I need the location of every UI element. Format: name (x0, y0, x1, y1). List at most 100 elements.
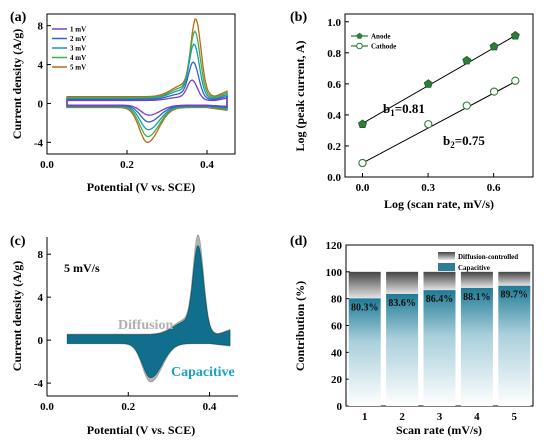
anode-point (510, 31, 520, 40)
panel-b-ticks: 0.0 0.3 0.6 0.0 0.2 0.4 0.6 0.8 1.0 (327, 17, 501, 194)
cv-curve (66, 43, 228, 131)
d-ytick-label: 20 (331, 374, 343, 386)
panel-c-xlabel: Potential (V vs. SCE) (87, 423, 195, 437)
b-ytick-label: 0.4 (327, 110, 341, 122)
cv-curve (66, 18, 228, 143)
legend-marker-anode (356, 32, 363, 39)
c-ytick-label: 4 (38, 292, 44, 304)
panel-b-ylabel: Log (peak current, A) (293, 40, 307, 151)
b-ytick-label: 1.0 (327, 17, 341, 29)
b-xtick-label: 0.6 (487, 182, 501, 194)
panel-c: (c) 0.0 0.2 0.4 -4 0 4 8 5 mV/s Diffusion Capa… (10, 234, 238, 437)
legend-label: Cathode (371, 43, 396, 51)
bar-capacitive (460, 287, 493, 406)
d-xtick-label: 2 (399, 411, 405, 423)
a-ytick-label: 0 (38, 98, 44, 110)
bar-data-label: 88.1% (463, 292, 491, 303)
legend-label: 5 mV (70, 64, 86, 72)
cathode-point (511, 76, 520, 85)
d-ytick-label: 0 (337, 401, 343, 413)
bar-data-label: 86.4% (426, 294, 454, 305)
legend-marker-cathode (356, 42, 363, 50)
panel-d: (d) 0 20 40 60 80 100 120 1 2 3 4 5 80.3% 83.6% 86.4%… (290, 234, 534, 437)
legend-label: Anode (371, 33, 390, 41)
a-xtick-label: 0.2 (120, 159, 134, 171)
bar-diffusion (460, 271, 493, 288)
panel-b-xlabel: Log (scan rate, mV/s) (384, 197, 494, 211)
fit-label: b1=0.81 (383, 101, 425, 118)
cv-curve (66, 61, 228, 123)
cathode-point (424, 120, 433, 129)
d-xtick-label: 4 (474, 411, 480, 423)
panel-b-label: (b) (290, 10, 307, 25)
anode-point (358, 119, 367, 128)
panel-c-ticks: 0.0 0.2 0.4 -4 0 4 8 (34, 249, 217, 413)
b-ytick-label: 0.0 (327, 172, 341, 184)
bar-capacitive (386, 293, 419, 406)
d-ytick-label: 80 (331, 294, 343, 306)
d-ytick-label: 100 (326, 267, 343, 279)
panel-a-ticks: 0.0 0.2 0.4 -4 0 4 8 (34, 21, 215, 171)
c-ytick-label: 8 (38, 249, 44, 261)
d-xtick-label: 5 (512, 411, 518, 423)
panel-c-label-diffusion: Diffusion (118, 318, 173, 333)
panel-c-plot (66, 234, 231, 383)
bar-diffusion (423, 271, 456, 291)
legend-swatch (438, 252, 455, 260)
bar-diffusion (348, 271, 381, 299)
bar-capacitive (423, 290, 456, 406)
panel-a-frame (46, 13, 236, 155)
panel-a-label: (a) (10, 10, 27, 25)
cv-curve (66, 79, 228, 116)
b-ytick-label: 0.2 (327, 141, 341, 153)
bar-data-label: 83.6% (388, 298, 416, 309)
legend-label: 3 mV (70, 45, 86, 53)
c-ytick-label: 0 (38, 335, 44, 347)
fit-label: b2=0.75 (443, 133, 485, 150)
bar-capacitive (498, 285, 531, 406)
panel-c-label-capacitive: Capacitive (171, 365, 235, 380)
legend-label: 4 mV (70, 54, 86, 62)
d-ytick-label: 40 (331, 347, 343, 359)
a-ytick-label: 8 (38, 21, 44, 33)
panel-a-curves (66, 18, 228, 143)
panel-d-ylabel: Contribution (%) (293, 281, 307, 371)
d-ytick-label: 60 (331, 321, 343, 333)
legend-label: Diffusion-controlled (458, 253, 518, 261)
panel-a-ylabel: Current density (A/g) (10, 29, 24, 139)
anode-point (489, 41, 499, 51)
anode-point (462, 55, 472, 65)
panel-b-plot: b1=0.81 b2=0.75 (358, 31, 520, 168)
bar-capacitive (348, 298, 381, 406)
d-xtick-label: 3 (437, 411, 443, 423)
bar-diffusion (498, 271, 531, 286)
panel-c-annotation: 5 mV/s (64, 261, 100, 275)
panel-d-ticks: 0 20 40 60 80 100 120 1 2 3 4 5 (326, 240, 518, 423)
b-ytick-label: 0.6 (327, 79, 341, 91)
capacitive-area (66, 245, 231, 379)
legend-swatch (438, 263, 455, 271)
panel-a-legend: 1 mV2 mV 3 mV4 mV 5 mV (52, 26, 86, 72)
panel-a-xlabel: Potential (V vs. SCE) (87, 180, 195, 194)
c-xtick-label: 0.0 (40, 401, 54, 413)
panel-d-legend: Diffusion-controlled Capacitive (438, 252, 518, 272)
panel-d-xlabel: Scan rate (mV/s) (396, 423, 482, 437)
legend-label: 2 mV (70, 35, 86, 43)
c-ytick-label: -4 (34, 378, 44, 390)
c-xtick-label: 0.4 (203, 401, 217, 413)
c-xtick-label: 0.2 (121, 401, 135, 413)
a-xtick-label: 0.0 (40, 159, 54, 171)
bar-diffusion (386, 271, 419, 294)
cathode-point (489, 87, 499, 96)
d-xtick-label: 1 (362, 411, 368, 423)
b-xtick-label: 0.0 (356, 182, 370, 194)
anode-point (423, 79, 433, 88)
legend-label: Capacitive (458, 264, 490, 272)
b-xtick-label: 0.3 (421, 182, 435, 194)
legend-label: 1 mV (70, 26, 86, 34)
a-ytick-label: 4 (38, 60, 44, 72)
cathode-point (358, 158, 367, 168)
panel-b-legend: Anode Cathode (351, 33, 396, 51)
